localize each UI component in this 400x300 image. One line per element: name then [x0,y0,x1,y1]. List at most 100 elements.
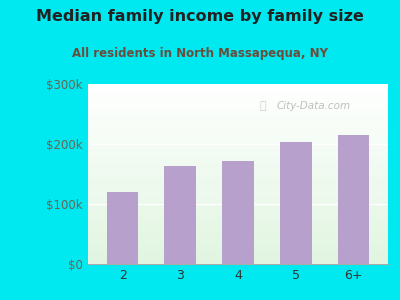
Bar [88,197,388,199]
Bar [88,115,388,116]
Bar [88,199,388,201]
Bar [88,160,388,161]
Bar [164,166,196,264]
Bar [107,192,138,264]
Bar [88,129,388,131]
Bar [88,183,388,185]
Text: ⓘ: ⓘ [259,100,266,111]
Bar [88,187,388,188]
Bar [88,179,388,181]
Bar [88,257,388,259]
Bar [88,169,388,170]
Bar [88,154,388,156]
Bar [88,127,388,129]
Bar [88,125,388,127]
Bar [88,174,388,176]
Bar [88,138,388,140]
Bar [88,190,388,192]
Bar [88,176,388,178]
Text: City-Data.com: City-Data.com [277,100,351,111]
Bar [88,165,388,167]
Bar [88,134,388,136]
Bar [338,135,369,264]
Bar [222,161,254,264]
Bar [88,221,388,223]
Bar [88,181,388,183]
Bar [88,210,388,212]
Bar [88,194,388,196]
Bar [88,235,388,237]
Bar [88,228,388,230]
Bar [88,206,388,208]
Bar [88,86,388,88]
Bar [88,152,388,154]
Bar [88,167,388,169]
Bar [88,223,388,224]
Bar [88,214,388,215]
Bar [88,246,388,248]
Bar [280,142,312,264]
Bar [88,95,388,97]
Bar [88,233,388,235]
Bar [88,212,388,214]
Bar [88,192,388,194]
Bar [88,93,388,95]
Bar [88,239,388,241]
Bar [88,104,388,106]
Bar [88,107,388,109]
Bar [88,232,388,233]
Bar [88,244,388,246]
Bar [88,118,388,120]
Bar [88,178,388,179]
Bar [88,255,388,257]
Bar [88,156,388,158]
Text: Median family income by family size: Median family income by family size [36,9,364,24]
Bar [88,124,388,125]
Bar [88,237,388,239]
Bar [88,122,388,124]
Bar [88,116,388,118]
Bar [88,219,388,221]
Bar [88,97,388,98]
Bar [88,188,388,190]
Bar [88,133,388,134]
Bar [88,230,388,232]
Bar [88,142,388,143]
Bar [88,203,388,205]
Bar [88,259,388,260]
Bar [88,217,388,219]
Bar [88,163,388,165]
Bar [88,224,388,226]
Bar [88,100,388,102]
Bar [88,109,388,111]
Bar [88,241,388,242]
Bar [88,88,388,89]
Bar [88,149,388,151]
Bar [88,260,388,262]
Bar [88,196,388,197]
Bar [88,120,388,122]
Bar [88,251,388,253]
Bar [88,91,388,93]
Bar [88,262,388,264]
Bar [88,205,388,206]
Bar [88,131,388,133]
Bar [88,102,388,104]
Bar [88,84,388,86]
Bar [88,172,388,174]
Bar [88,250,388,251]
Bar [88,253,388,255]
Bar [88,113,388,115]
Bar [88,143,388,145]
Bar [88,111,388,113]
Bar [88,89,388,91]
Bar [88,145,388,147]
Bar [88,185,388,187]
Bar [88,158,388,160]
Bar [88,248,388,250]
Bar [88,98,388,100]
Bar [88,226,388,228]
Bar [88,208,388,210]
Bar [88,170,388,172]
Text: All residents in North Massapequa, NY: All residents in North Massapequa, NY [72,46,328,59]
